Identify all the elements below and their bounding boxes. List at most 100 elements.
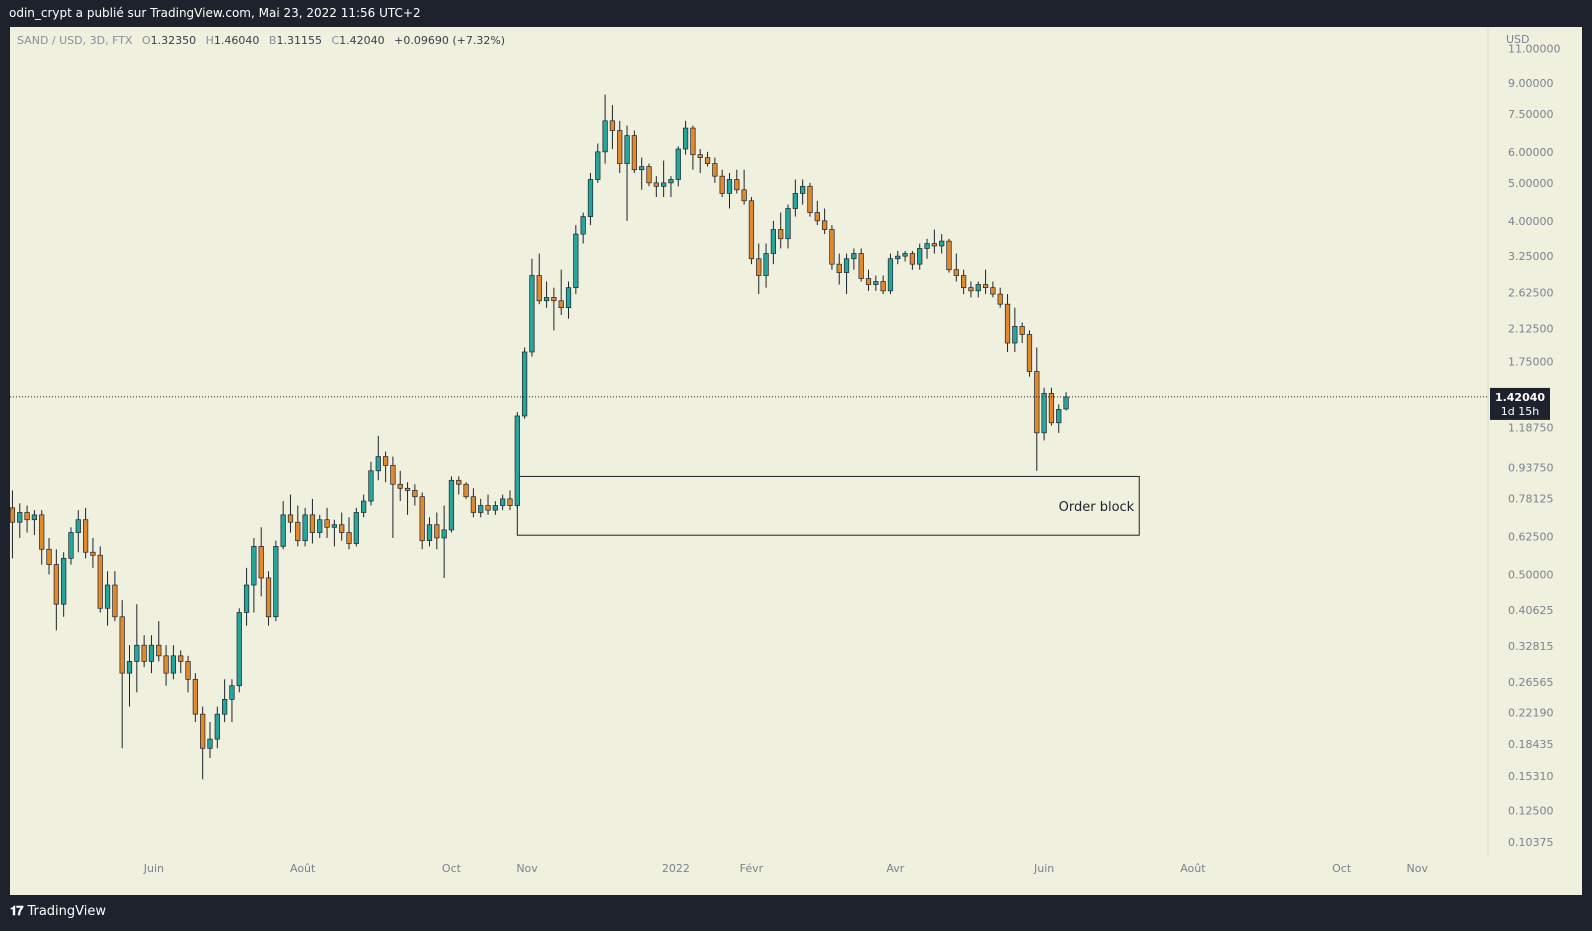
candle-body [302,514,308,542]
candle-body [1026,334,1033,372]
y-tick-label: 2.12500 [1508,322,1554,335]
candle-body [375,456,381,472]
countdown-label: 1d 15h [1501,405,1539,418]
candle-body [478,505,484,513]
candle-body [404,487,411,491]
candle-body [902,253,908,257]
candle-body [39,514,45,550]
candle-body [31,514,38,521]
candle-body [236,612,242,687]
candle-body [485,505,491,511]
candle-body [565,287,572,309]
candle-body [551,297,557,302]
candle-body [968,287,974,292]
order-block-rectangle [516,475,1140,536]
candle-body [748,200,755,260]
x-tick-label: Oct [442,862,462,875]
y-tick-label: 0.22190 [1508,707,1554,720]
candle-body [1004,303,1011,344]
x-tick-label: Oct [1332,862,1352,875]
candle-body [141,644,147,662]
candle-body [46,548,52,565]
candle-body [17,512,23,523]
currency-label: USD [1506,33,1530,46]
x-tick-label: 2022 [662,862,690,875]
candle-body [675,148,681,180]
legend-open-value: 1.32350 [150,34,197,47]
candle-body [609,120,616,131]
candle-body [1056,409,1062,424]
candle-body [1063,396,1069,410]
candle-body [339,524,345,533]
candle-body [185,661,191,680]
y-tick-label: 11.00000 [1508,43,1561,56]
candle-body [148,644,155,662]
candle-body [1034,371,1040,434]
candle-body [529,275,535,353]
candle-body [61,557,67,605]
legend-low-value: 1.31155 [276,34,322,47]
candle-body [492,505,498,511]
candle-body [507,498,513,506]
candle-body [53,564,59,605]
candle-body [873,281,879,285]
candle-body [931,243,937,247]
y-tick-label: 3.25000 [1508,250,1554,263]
candle-body [104,584,111,609]
candle-body [865,278,872,285]
candle-body [975,284,981,292]
candle-body [331,524,337,528]
legend-low-label: B [268,34,277,47]
tradingview-logo-icon: 𝟏𝟕 [10,904,24,919]
candle-body [704,157,711,164]
legend-close-label: C [331,34,340,47]
y-tick-label: 0.15310 [1508,770,1554,783]
candle-body [990,287,996,295]
legend-high-value: 1.46040 [213,34,260,47]
y-tick-label: 0.78125 [1508,493,1554,506]
candle-body [895,255,901,260]
chart-panel[interactable]: USD 11.00000 9.00000 7.50000 6.00000 5.00000 4… [10,27,1582,895]
candle-body [280,514,286,547]
y-tick-label: 1.18750 [1508,421,1554,434]
candle-body [134,644,140,662]
candle-body [821,220,828,230]
candle-body [543,297,550,302]
candle-body [222,699,228,715]
candle-body [434,524,440,539]
legend-open-label: O [141,34,151,47]
y-tick-label: 0.10375 [1508,836,1554,849]
candle-body [953,269,959,276]
candle-body [682,127,689,150]
candle-body [741,189,747,202]
candle-body [119,616,125,674]
candle-body [624,135,630,164]
candle-body [412,490,418,498]
candle-body [887,258,894,292]
symbol-legend: SAND / USD, 3D, FTX O1.32350 H1.46040 B1… [17,34,505,47]
candle-body [814,212,820,222]
candle-body [843,258,850,273]
publisher-line: odin_crypt a publié sur TradingView.com,… [9,6,421,20]
candle-body [258,546,264,579]
x-tick-label: Avr [886,862,904,875]
candle-body [500,498,506,506]
candle-body [646,166,652,184]
tradingview-branding[interactable]: 𝟏𝟕 TradingView [10,904,106,919]
candle-body [726,179,733,194]
candle-body [521,351,528,417]
candle-body [90,551,96,556]
y-tick-label: 0.12500 [1508,804,1554,817]
candle-body [1041,393,1047,434]
candle-body [295,521,301,542]
candle-body [982,284,989,289]
y-tick-label: 4.00000 [1508,215,1554,228]
y-tick-label: 9.00000 [1508,77,1554,90]
candle-body [587,179,594,217]
candle-body [97,554,103,609]
y-tick-label: 0.40625 [1508,604,1554,617]
x-tick-label: Nov [516,862,538,875]
candle-body [661,182,667,187]
candle-body [763,253,769,276]
